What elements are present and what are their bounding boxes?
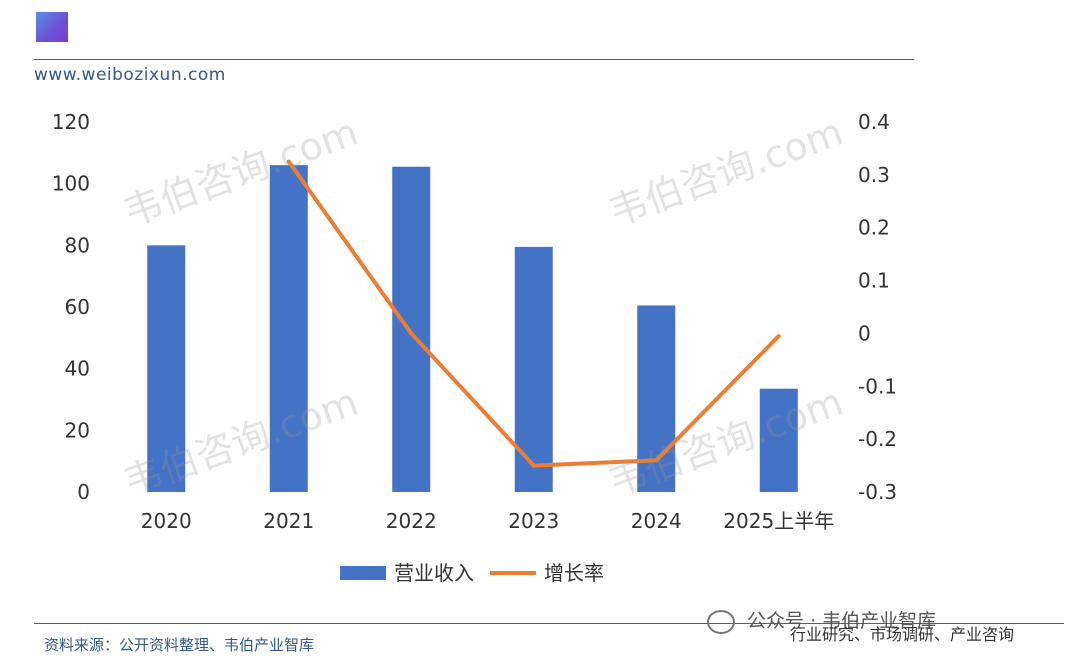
- y-left-tick-label: 120: [52, 110, 90, 134]
- growth-point: [776, 334, 781, 339]
- x-tick-label: 2023: [508, 509, 559, 533]
- bar: [759, 388, 798, 492]
- legend-bar-label: 营业收入: [394, 561, 474, 585]
- source-note: 资料来源：公开资料整理、韦伯产业智库: [44, 636, 315, 654]
- y-right-tick-label: -0.3: [858, 480, 897, 504]
- y-left-tick-label: 40: [65, 357, 90, 381]
- bar: [147, 245, 186, 492]
- growth-point: [531, 463, 536, 468]
- x-tick-label: 2024: [631, 509, 682, 533]
- y-right-tick-label: 0.2: [858, 216, 890, 240]
- bar: [269, 165, 308, 492]
- y-right-tick-label: 0.4: [858, 110, 890, 134]
- logo-square: [36, 12, 68, 42]
- y-right-tick-label: -0.2: [858, 427, 897, 451]
- y-left-tick-label: 20: [65, 418, 90, 442]
- y-left-tick-label: 0: [77, 480, 90, 504]
- bar: [392, 166, 431, 493]
- y-right-tick-label: 0.1: [858, 269, 890, 293]
- y-left-tick-label: 100: [52, 172, 90, 196]
- y-left-tick-label: 60: [65, 295, 90, 319]
- site-url: www.weibozixun.com: [34, 65, 226, 85]
- legend-line-label: 增长率: [544, 561, 604, 585]
- y-left-tick-label: 80: [65, 233, 90, 257]
- growth-point: [286, 159, 291, 164]
- header-divider: [34, 59, 914, 60]
- y-right-tick-label: -0.1: [858, 374, 897, 398]
- wechat-icon: [707, 609, 735, 634]
- growth-point: [654, 458, 659, 463]
- x-tick-label: 2022: [386, 509, 437, 533]
- footer-divider: [34, 623, 1064, 624]
- combo-chart: 0 20 40 60 80 100 120 -0.3 -0.2 -0.1 0 0.1 0.2 0.3 0.…: [52, 110, 897, 585]
- x-tick-label: 2020: [141, 509, 192, 533]
- wechat-label: 公众号 · 韦伯产业智库: [747, 610, 937, 632]
- legend-bar-swatch: [340, 566, 386, 580]
- bar: [514, 246, 553, 492]
- y-right-tick-label: 0.3: [858, 163, 890, 187]
- growth-point: [409, 331, 414, 336]
- x-tick-label: 2025上半年: [723, 509, 834, 533]
- footer-tagline: 行业研究、市场调研、产业咨询: [790, 625, 1015, 644]
- y-right-tick-label: 0: [858, 321, 871, 345]
- wechat-account: 公众号 · 韦伯产业智库: [707, 606, 936, 634]
- x-tick-label: 2021: [263, 509, 314, 533]
